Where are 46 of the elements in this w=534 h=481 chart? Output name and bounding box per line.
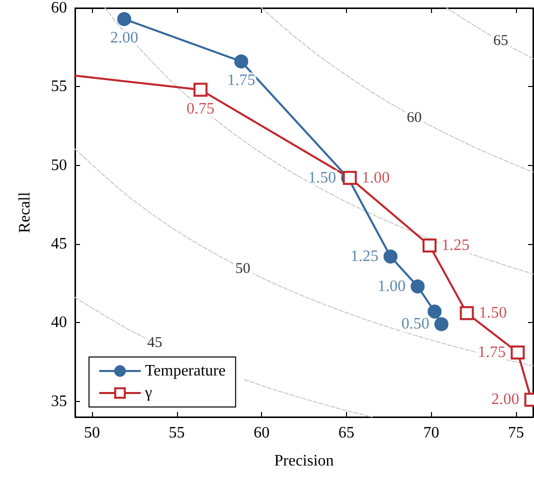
annotation: 0.50	[401, 316, 430, 333]
annotation: 1.50	[308, 169, 336, 186]
annotation: 60	[406, 110, 422, 126]
point	[510, 346, 525, 360]
annotation: 2.00	[110, 30, 138, 47]
annotation: 2.00	[491, 391, 520, 408]
x-tick-label: 60	[254, 424, 270, 442]
annotation: 1.25	[442, 237, 470, 254]
point	[234, 54, 248, 68]
line-series	[104, 8, 534, 275]
point	[428, 304, 442, 319]
annotation: 65	[493, 33, 508, 50]
y-tick-label: 40	[51, 314, 67, 332]
x-tick-label: 55	[168, 424, 185, 442]
point	[460, 306, 474, 320]
annotation: 1.00	[362, 169, 390, 186]
point	[422, 238, 437, 253]
annotation: 1.50	[478, 304, 507, 322]
point	[410, 279, 425, 294]
y-tick-label: 45	[51, 235, 67, 252]
line-series	[74, 148, 534, 366]
point	[117, 12, 132, 26]
annotation: 1.00	[378, 278, 406, 295]
annotation: 45	[147, 335, 162, 352]
x-tick-label: 65	[338, 424, 354, 442]
annotation: 0.75	[186, 100, 215, 118]
legend-label: Temperature	[145, 362, 226, 380]
y-tick-label: 35	[51, 392, 67, 410]
line-series	[446, 8, 534, 60]
annotation: 1.75	[227, 72, 256, 89]
x-tick-label: 50	[84, 424, 100, 442]
annotation: 1.25	[350, 248, 379, 266]
y-tick-label: 55	[51, 78, 67, 96]
point	[384, 250, 398, 264]
point	[194, 82, 208, 97]
x-tick-label: 70	[423, 424, 440, 442]
x-axis-title: Precision	[274, 452, 334, 470]
legend-label: γ	[144, 384, 152, 402]
annotation: 1.75	[478, 344, 506, 362]
y-axis-title: Recall	[16, 192, 34, 233]
point	[434, 317, 448, 332]
annotation: 50	[235, 261, 250, 278]
x-tick-label: 75	[508, 424, 524, 442]
y-tick-label: 50	[51, 156, 67, 174]
y-tick-label: 60	[51, 0, 67, 16]
line-series	[261, 8, 534, 173]
